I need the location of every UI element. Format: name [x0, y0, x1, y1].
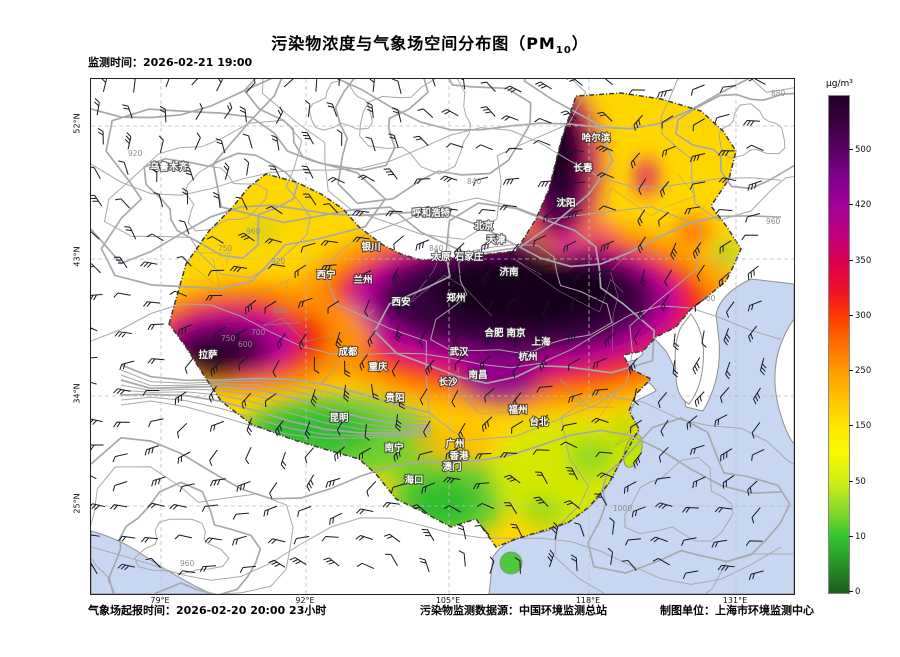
isobar-value-label: 840: [467, 177, 482, 186]
japan-coast: [774, 317, 795, 446]
colorbar-tick-label: 150: [849, 421, 871, 431]
colorbar-unit: μg/m³: [826, 79, 853, 89]
city-label: 太原: [431, 251, 451, 263]
lat-tick-label: 25°N: [72, 493, 82, 514]
city-label: 长春: [573, 162, 593, 174]
city-label: 南宁: [384, 442, 404, 454]
title-prefix: 污染物浓度与气象场空间分布图（PM: [271, 34, 556, 53]
city-label: 武汉: [449, 346, 469, 358]
isobar-value-label: 880: [273, 306, 288, 315]
map-canvas: 9208408408809609009607509208807006007509…: [79, 0, 856, 645]
city-label: 重庆: [368, 361, 388, 373]
city-label: 乌鲁木齐: [150, 161, 189, 173]
city-label: 福州: [507, 404, 527, 416]
wind-barbs: [79, 68, 767, 581]
isobar-value-label: 600: [238, 340, 253, 349]
city-label: 天津: [486, 234, 506, 246]
city-label: 石家庄: [454, 251, 484, 263]
isobar-value-label: 840: [429, 244, 444, 253]
city-label: 广州: [445, 438, 464, 450]
city-label: 南京: [506, 327, 526, 339]
lon-tick-label: 105°E: [435, 596, 461, 605]
city-label: 呼和浩特: [412, 207, 451, 219]
colorbar-tick-label: 10: [849, 532, 866, 542]
city-label: 香港: [448, 450, 469, 462]
city-label: 昆明: [329, 413, 349, 424]
isobar-value-label: 1000: [613, 504, 632, 513]
city-label: 澳门: [442, 461, 461, 473]
isobar-value-label: 700: [251, 328, 266, 337]
colorbar-tick-label: 350: [849, 256, 871, 266]
isobar-value-label: 920: [271, 257, 286, 266]
city-label: 北京: [474, 220, 494, 232]
map-frame: 920 840 840 880 960 900 960 750 920 880 700 600 750 9…: [79, 0, 856, 645]
data-source-label: 污染物监测数据源：中国环境监测总站: [420, 604, 607, 617]
lon-tick-label: 79°E: [150, 596, 170, 605]
colorbar-gradient: [828, 95, 850, 594]
city-label: 杭州: [518, 351, 537, 363]
city-label: 上海: [531, 336, 551, 348]
city-label: 哈尔滨: [582, 132, 611, 144]
isobar-value-label: 750: [221, 334, 236, 343]
china-border: [168, 92, 742, 548]
lon-tick-label: 118°E: [575, 596, 601, 605]
lat-tick-label: 52°N: [72, 113, 82, 134]
lat-tick-label: 43°N: [72, 246, 82, 267]
city-label: 郑州: [446, 292, 465, 304]
city-label: 兰州: [353, 274, 372, 286]
city-label: 西宁: [316, 269, 336, 281]
isobar-value-label: 750: [218, 244, 233, 253]
city-label: 拉萨: [198, 349, 218, 361]
colorbar-tick-label: 250: [849, 366, 871, 376]
isobar-value-label: 960: [246, 227, 261, 236]
title-suffix: ）: [571, 34, 589, 53]
title-subscript: 10: [555, 45, 572, 57]
colorbar-tick-label: 0: [849, 587, 860, 597]
city-label: 西安: [391, 296, 411, 308]
lon-tick-label: 131°E: [722, 596, 748, 605]
isobar-labels: 9208408408809609009607509208807006007509…: [128, 89, 786, 568]
city-label: 长沙: [438, 376, 458, 388]
city-label: 合肥: [484, 327, 504, 339]
isobar-value-label: 880: [771, 89, 786, 98]
colorbar-tick-label: 500: [849, 145, 871, 155]
city-label: 贵阳: [385, 392, 404, 404]
city-label: 台北: [529, 416, 549, 428]
korea-peninsula: [674, 313, 704, 405]
city-label: 南昌: [468, 369, 487, 381]
figure-title: 污染物浓度与气象场空间分布图（PM10）: [0, 30, 860, 56]
map-maker-label: 制图单位：上海市环境监测中心: [660, 604, 814, 617]
colorbar: μg/m³ 0 10 50 150 250 300 350 420 500: [826, 79, 871, 597]
colorbar-tick-label: 420: [849, 200, 871, 210]
hainan-island: [499, 551, 523, 575]
isobar-value-label: 960: [180, 559, 195, 568]
islands: [499, 434, 643, 575]
colorbar-tick-label: 300: [849, 311, 871, 321]
isobar-value-label: 960: [766, 217, 781, 226]
city-label: 济南: [499, 266, 519, 278]
forecast-time-label: 气象场起报时间：2026-02-20 20:00 23小时: [88, 604, 327, 617]
monitor-time-label: 监测时间：2026-02-21 19:00: [88, 56, 253, 69]
city-label: 沈阳: [556, 197, 575, 209]
isobar-value-label: 920: [128, 149, 143, 158]
city-label: 成都: [338, 346, 358, 358]
city-label: 银川: [361, 241, 380, 253]
lon-tick-label: 92°E: [295, 596, 315, 605]
isobar-value-label: 900: [701, 294, 716, 303]
city-label: 海口: [404, 474, 423, 486]
lat-tick-label: 34°N: [72, 383, 82, 404]
colorbar-tick-label: 50: [849, 477, 866, 487]
